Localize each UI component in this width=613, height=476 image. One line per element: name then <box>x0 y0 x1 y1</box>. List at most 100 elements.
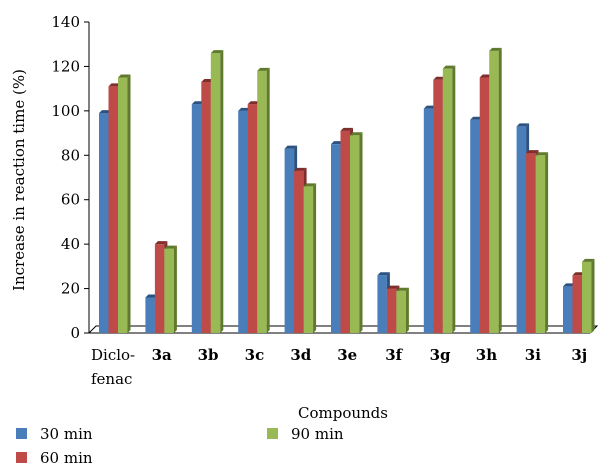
y-tick-label: 0 <box>70 324 80 342</box>
bar-front <box>433 79 443 333</box>
bar-front <box>350 135 360 333</box>
bar-top <box>294 167 307 171</box>
bar-top <box>563 283 576 287</box>
bar-front <box>582 261 592 333</box>
bar-top <box>257 67 270 71</box>
bar-top <box>526 150 539 154</box>
x-tick-label: 3e <box>337 346 357 364</box>
x-tick-label: 3c <box>245 346 265 364</box>
y-tick-label: 120 <box>51 57 80 75</box>
bar-top <box>516 123 530 127</box>
bar-top <box>386 285 400 289</box>
bar <box>442 65 456 334</box>
bar-side <box>545 152 549 333</box>
y-axis-title: Increase in reaction time (%) <box>10 69 28 291</box>
bar-side <box>173 245 177 333</box>
legend: 30 min 60 min 90 min <box>16 425 344 467</box>
bar-side <box>127 74 131 334</box>
bar-top <box>479 74 493 78</box>
bar-front <box>423 108 434 333</box>
bar <box>535 152 549 333</box>
bar-top <box>350 132 363 136</box>
bar-front <box>284 148 295 333</box>
bar-front <box>572 275 582 333</box>
legend-label: 60 min <box>40 449 93 467</box>
x-tick-label: fenac <box>91 370 132 388</box>
bar-side <box>405 287 409 333</box>
bar-top <box>238 107 251 111</box>
bar-top <box>331 141 344 145</box>
bar-front <box>238 110 248 333</box>
bar-top <box>340 127 353 131</box>
x-tick-label: 3h <box>476 346 497 364</box>
y-tick-label: 140 <box>51 13 80 31</box>
bar-top <box>535 152 549 156</box>
bar-side <box>498 47 502 333</box>
bar-top <box>489 47 502 51</box>
bar-front <box>247 104 258 333</box>
bar-front <box>331 144 341 333</box>
bar-top <box>423 105 437 109</box>
bar-top <box>210 50 224 54</box>
bar-side <box>591 258 595 333</box>
y-tick-label: 80 <box>61 146 80 164</box>
bar-top <box>572 272 585 276</box>
bar-top <box>284 145 298 149</box>
bar-side <box>266 67 270 333</box>
bar-top <box>433 76 446 80</box>
bar-front <box>386 288 397 333</box>
bar-front <box>257 70 267 333</box>
x-tick-label: 3g <box>430 346 451 364</box>
bar-top <box>377 272 390 276</box>
bar-top <box>303 183 317 187</box>
x-axis-title: Compounds <box>298 404 388 422</box>
bars <box>99 47 595 334</box>
bar-front <box>164 248 174 333</box>
bar <box>350 132 363 333</box>
bar-front <box>563 286 573 333</box>
bar <box>210 50 224 333</box>
bar-front <box>535 155 546 333</box>
legend-swatch <box>267 428 278 439</box>
bar-front <box>516 126 527 334</box>
bar-top <box>108 83 121 87</box>
legend-item: 60 min <box>16 449 93 467</box>
bar-front <box>294 170 304 333</box>
legend-item: 30 min <box>16 425 93 443</box>
bar-top <box>145 294 158 298</box>
bar-side <box>220 50 224 333</box>
bar-front <box>479 77 490 334</box>
chart-floor <box>87 325 599 334</box>
bar <box>396 287 409 333</box>
bar-top <box>442 65 456 69</box>
y-tick-label: 100 <box>51 102 80 120</box>
legend-label: 90 min <box>291 425 344 443</box>
bar-front <box>396 290 406 333</box>
x-tick-label: Diclo- <box>91 346 135 364</box>
bar-side <box>313 183 317 333</box>
y-tick-label: 40 <box>61 235 80 253</box>
x-tick-label: 3a <box>152 346 172 364</box>
x-tick-label: 3j <box>571 346 587 364</box>
bar-front <box>526 153 536 333</box>
x-tick-label: 3i <box>525 346 541 364</box>
bar-side <box>452 65 456 334</box>
bar <box>164 245 177 333</box>
bar <box>489 47 502 333</box>
bar-top <box>164 245 177 249</box>
labels: 0 20 40 60 80 100 120 140 Diclo-fenac 3a 3b 3c 3d 3e 3… <box>51 13 587 388</box>
x-tick-label: 3f <box>385 346 403 364</box>
bar-top <box>247 101 261 105</box>
bar-front <box>377 275 387 333</box>
bar <box>257 67 270 333</box>
bar-front <box>99 113 109 333</box>
bar-top <box>191 101 205 105</box>
bar-top <box>396 287 409 291</box>
bar-top <box>201 78 214 82</box>
bar-side <box>359 132 363 333</box>
bar-top <box>154 241 168 245</box>
axes <box>84 21 599 334</box>
legend-item: 90 min <box>267 425 344 443</box>
legend-swatch <box>16 428 27 439</box>
